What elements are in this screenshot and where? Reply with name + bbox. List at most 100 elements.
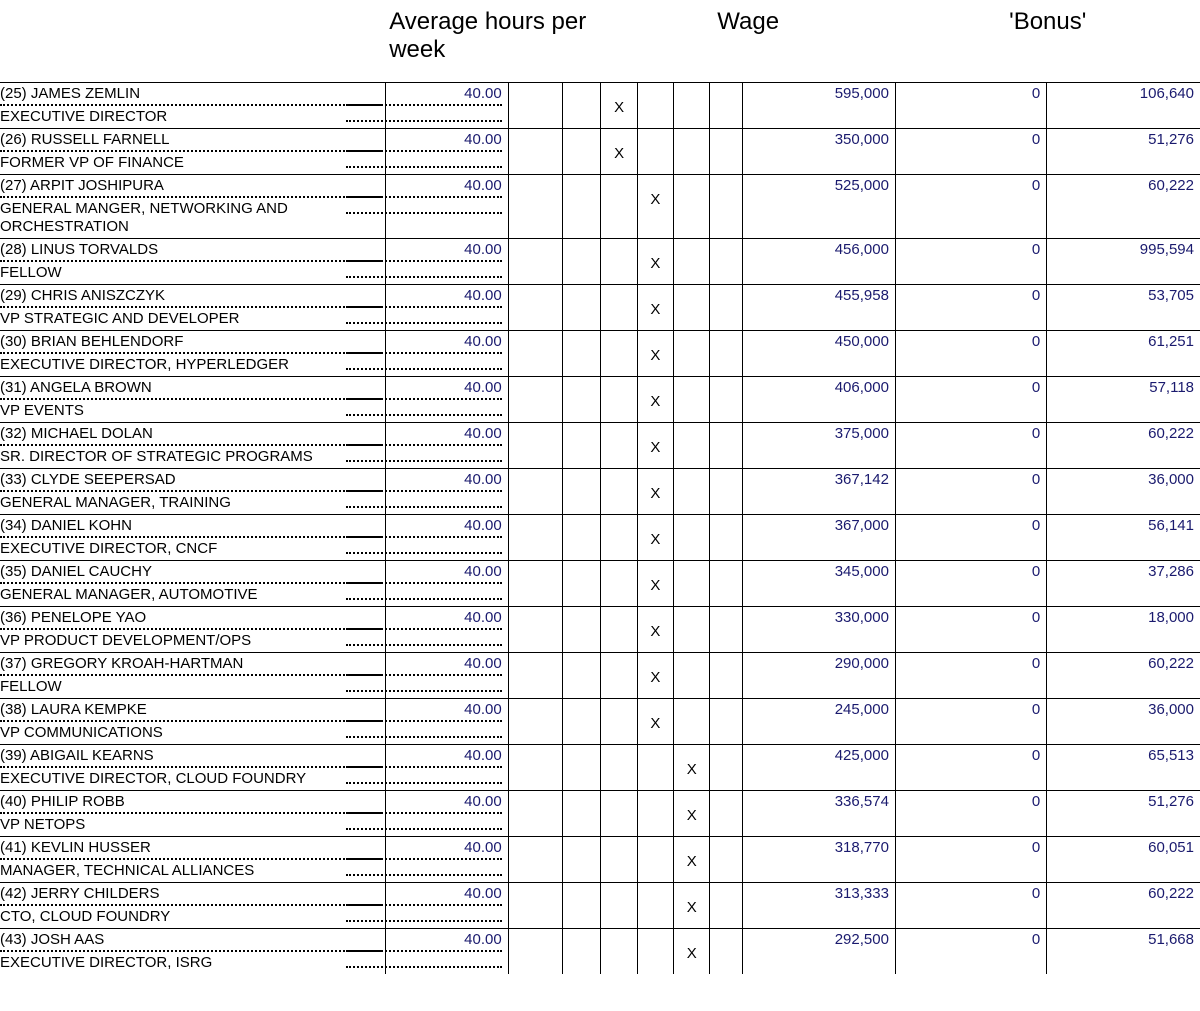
header-hours: Average hours per week <box>385 0 601 83</box>
check-col-3 <box>601 331 637 377</box>
bonus-cell: 51,276 <box>1047 129 1200 175</box>
table-row: (32) MICHAEL DOLANSR. DIRECTOR OF STRATE… <box>0 423 1200 469</box>
bonus-value: 60,051 <box>1047 837 1200 856</box>
check-col-4: X <box>637 423 673 469</box>
hours-value: 40.00 <box>386 929 508 948</box>
name-cell: (32) MICHAEL DOLANSR. DIRECTOR OF STRATE… <box>0 423 385 469</box>
dotted-separator <box>346 874 502 876</box>
check-col-6 <box>710 285 742 331</box>
header-row: Average hours per week Wage 'Bonus' <box>0 0 1200 83</box>
zero-value: 0 <box>896 83 1046 102</box>
hours-cell: 40.00 <box>385 929 508 975</box>
hours-cell: 40.00 <box>385 285 508 331</box>
bonus-cell: 60,222 <box>1047 423 1200 469</box>
zero-value: 0 <box>896 607 1046 626</box>
name-cell: (25) JAMES ZEMLINEXECUTIVE DIRECTOR <box>0 83 385 129</box>
person-title: SR. DIRECTOR OF STRATEGIC PROGRAMS <box>0 448 381 468</box>
hours-cell: 40.00 <box>385 745 508 791</box>
wage-cell: 345,000 <box>742 561 895 607</box>
person-title: GENERAL MANGER, NETWORKING AND ORCHESTRA… <box>0 200 381 238</box>
hours-value: 40.00 <box>386 745 508 764</box>
check-mark: X <box>638 561 673 594</box>
dotted-separator <box>0 628 381 630</box>
check-col-5 <box>674 129 710 175</box>
person-title: EXECUTIVE DIRECTOR, CNCF <box>0 540 381 560</box>
dotted-separator <box>346 582 502 584</box>
wage-cell: 525,000 <box>742 175 895 239</box>
person-name: (29) CHRIS ANISZCZYK <box>0 285 381 304</box>
person-name: (33) CLYDE SEEPERSAD <box>0 469 381 488</box>
bonus-cell: 36,000 <box>1047 699 1200 745</box>
check-col-4: X <box>637 469 673 515</box>
zero-cell: 0 <box>895 331 1046 377</box>
dotted-separator <box>0 398 381 400</box>
check-col-3 <box>601 607 637 653</box>
check-col-4: X <box>637 377 673 423</box>
check-col-4 <box>637 745 673 791</box>
check-mark: X <box>601 83 636 116</box>
zero-value: 0 <box>896 791 1046 810</box>
wage-value: 595,000 <box>743 83 895 102</box>
wage-value: 318,770 <box>743 837 895 856</box>
check-col-4 <box>637 83 673 129</box>
dotted-separator <box>0 352 381 354</box>
wage-value: 525,000 <box>743 175 895 194</box>
check-col-6 <box>710 561 742 607</box>
wage-cell: 367,142 <box>742 469 895 515</box>
zero-value: 0 <box>896 515 1046 534</box>
check-col-1 <box>508 607 562 653</box>
check-col-1 <box>508 239 562 285</box>
zero-value: 0 <box>896 561 1046 580</box>
hours-value: 40.00 <box>386 837 508 856</box>
header-wage: Wage <box>601 0 895 83</box>
bonus-value: 18,000 <box>1047 607 1200 626</box>
check-mark: X <box>638 285 673 318</box>
dotted-separator <box>346 950 502 952</box>
hours-cell: 40.00 <box>385 653 508 699</box>
check-col-1 <box>508 745 562 791</box>
zero-cell: 0 <box>895 929 1046 975</box>
dotted-separator <box>346 150 502 152</box>
check-col-6 <box>710 791 742 837</box>
dotted-separator <box>346 120 502 122</box>
check-mark: X <box>638 377 673 410</box>
check-col-4: X <box>637 561 673 607</box>
check-mark: X <box>674 883 709 916</box>
zero-value: 0 <box>896 423 1046 442</box>
wage-cell: 350,000 <box>742 129 895 175</box>
zero-cell: 0 <box>895 653 1046 699</box>
check-col-3 <box>601 515 637 561</box>
bonus-value: 51,276 <box>1047 791 1200 810</box>
table-row: (28) LINUS TORVALDSFELLOW40.00X456,00009… <box>0 239 1200 285</box>
hours-value: 40.00 <box>386 331 508 350</box>
person-name: (41) KEVLIN HUSSER <box>0 837 381 856</box>
check-mark: X <box>638 515 673 548</box>
wage-value: 292,500 <box>743 929 895 948</box>
check-col-5 <box>674 423 710 469</box>
dotted-separator <box>346 674 502 676</box>
hours-cell: 40.00 <box>385 423 508 469</box>
zero-cell: 0 <box>895 515 1046 561</box>
check-col-6 <box>710 883 742 929</box>
person-name: (26) RUSSELL FARNELL <box>0 129 381 148</box>
check-col-3 <box>601 285 637 331</box>
hours-cell: 40.00 <box>385 515 508 561</box>
table-row: (39) ABIGAIL KEARNSEXECUTIVE DIRECTOR, C… <box>0 745 1200 791</box>
hours-value: 40.00 <box>386 129 508 148</box>
wage-cell: 450,000 <box>742 331 895 377</box>
hours-value: 40.00 <box>386 883 508 902</box>
hours-value: 40.00 <box>386 791 508 810</box>
hours-cell: 40.00 <box>385 883 508 929</box>
dotted-separator <box>346 966 502 968</box>
zero-value: 0 <box>896 745 1046 764</box>
person-name: (43) JOSH AAS <box>0 929 381 948</box>
check-col-2 <box>563 883 601 929</box>
dotted-separator <box>0 858 381 860</box>
check-col-5 <box>674 515 710 561</box>
person-title: GENERAL MANAGER, TRAINING <box>0 494 381 514</box>
person-name: (40) PHILIP ROBB <box>0 791 381 810</box>
check-col-6 <box>710 929 742 975</box>
check-col-3 <box>601 175 637 239</box>
check-col-1 <box>508 561 562 607</box>
zero-value: 0 <box>896 837 1046 856</box>
